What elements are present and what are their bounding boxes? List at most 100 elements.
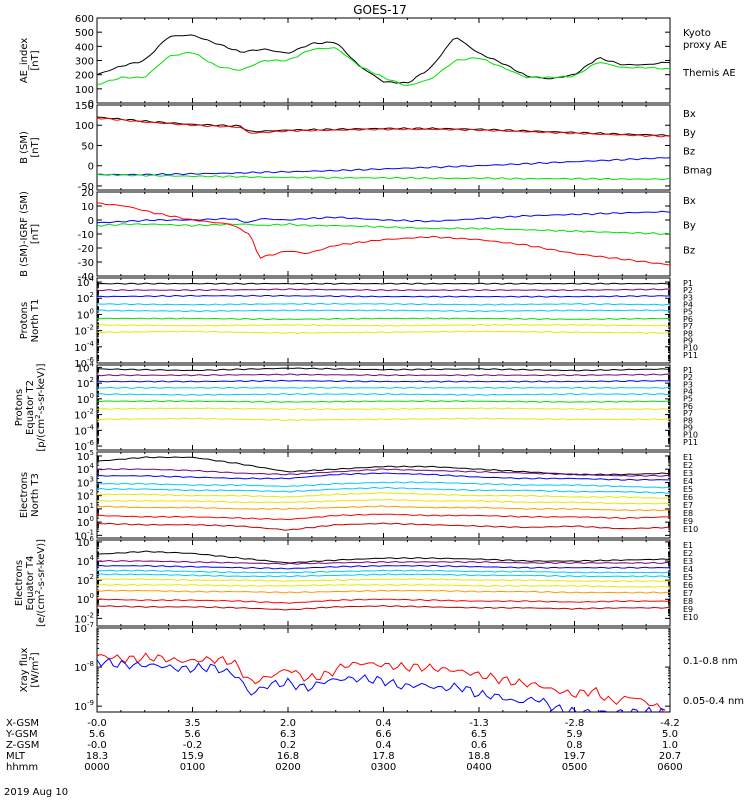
- series-line-e2: [97, 468, 670, 477]
- y-tick-label: 104: [77, 360, 95, 374]
- series-line-bz: [97, 202, 670, 266]
- y-tick-label: 105: [77, 449, 94, 463]
- ephemeris-value: 18.3: [86, 751, 108, 762]
- legend-entry: P6: [683, 402, 693, 411]
- y-axis-label-line: Equator T2: [25, 380, 36, 435]
- ephemeris-row-label: MLT: [6, 751, 26, 762]
- ephemeris-value: 2.0: [280, 718, 296, 729]
- legend-entry: E7: [683, 501, 693, 510]
- series-line-e9: [97, 598, 670, 604]
- legend-entry: P1: [683, 366, 693, 375]
- y-axis-label: AE_index [nT]: [19, 38, 41, 84]
- series-line-e3: [97, 564, 670, 570]
- legend-entry: Bx: [683, 196, 696, 207]
- y-tick-label: 10: [81, 202, 94, 213]
- legend-entry: E4: [683, 477, 693, 486]
- legend-entry: E1: [683, 541, 693, 550]
- y-tick-label: 10-9: [74, 699, 94, 713]
- legend-entry: P8: [683, 329, 693, 338]
- y-tick-label: 100: [75, 85, 94, 96]
- series-line-e6: [97, 578, 670, 583]
- ephemeris-value: 6.3: [280, 729, 296, 740]
- ephemeris-value: 5.0: [662, 729, 678, 740]
- legend-entry: Kyoto proxy AE: [683, 28, 727, 51]
- legend: Bx By Bz: [683, 196, 696, 256]
- ephemeris-value: 0100: [180, 762, 205, 773]
- ephemeris-value: -0.0: [87, 718, 107, 729]
- ephemeris-value: 5.6: [89, 729, 105, 740]
- series-line-e1: [97, 550, 670, 564]
- legend-entry: E9: [683, 605, 693, 614]
- ephemeris-value: -0.2: [183, 740, 203, 751]
- y-axis-label-line: AE_index: [19, 38, 30, 84]
- legend-entry: E10: [683, 525, 698, 534]
- y-tick-label: -10: [78, 230, 94, 241]
- ephemeris-value: 0200: [275, 762, 300, 773]
- legend-entry: E5: [683, 485, 693, 494]
- y-axis-label-line: [nT]: [30, 224, 41, 244]
- y-axis-label-line: [nT]: [30, 137, 41, 157]
- series-line-bz: [97, 117, 670, 138]
- legend-entry: Bz: [683, 147, 695, 158]
- series-line-e3: [97, 472, 670, 481]
- y-tick-label: 10-2: [74, 324, 94, 338]
- series-line-e10: [97, 604, 670, 611]
- y-axis-label-line: [W/m2]: [28, 652, 41, 687]
- legend-entry: P4: [683, 301, 693, 310]
- legend-entry: E9: [683, 517, 693, 526]
- series-line-p3: [97, 379, 670, 383]
- y-tick-label: 20: [81, 188, 94, 199]
- series-group: [97, 116, 670, 181]
- y-tick-label: 10-8: [74, 660, 94, 674]
- y-tick-label: 0: [88, 162, 94, 173]
- y-axis-label-line: Electrons: [14, 560, 25, 606]
- series-line-themis-ae: [97, 34, 670, 84]
- ephemeris-value: 0.4: [376, 740, 392, 751]
- series-line-p7: [97, 407, 670, 411]
- ephemeris-value: 15.9: [181, 751, 203, 762]
- ephemeris-row-label: hhmm: [6, 762, 38, 773]
- ephemeris-value: 6.6: [376, 729, 392, 740]
- series-line-e8: [97, 589, 670, 594]
- ephemeris-value: 16.8: [277, 751, 299, 762]
- series-line-p4: [97, 302, 670, 306]
- y-axis-label: Protons Equator T2[p/(cm2-s-sr-keV)]: [14, 363, 47, 451]
- series-line-p1: [97, 367, 670, 372]
- series-line-p7: [97, 323, 670, 327]
- legend-entry: E3: [683, 557, 693, 566]
- ephemeris-value: 0600: [657, 762, 682, 773]
- y-tick-label: 500: [75, 28, 94, 39]
- series-line-p5: [97, 309, 670, 313]
- y-tick-label: 103: [77, 475, 94, 489]
- y-tick-label: 0: [88, 216, 94, 227]
- ephemeris-value: 1.0: [662, 740, 678, 751]
- legend-entry: P3: [683, 293, 693, 302]
- legend-entry: E1: [683, 453, 693, 462]
- figure-title: GOES-17: [353, 3, 407, 17]
- y-axis-label: Protons North T1: [19, 299, 41, 343]
- y-tick-label: 400: [75, 42, 94, 53]
- legend-entry: P1: [683, 279, 693, 288]
- date-label: 2019 Aug 10: [4, 787, 68, 798]
- legend-entry: P4: [683, 388, 693, 397]
- panel-bsm: 150 100 50 0 -50 B (SM) [nT] Bx By Bz Bmag: [19, 101, 712, 193]
- series-line-e6: [97, 492, 670, 499]
- y-axis-label: Xray flux [W/m2]: [19, 648, 41, 693]
- legend-entry: P5: [683, 308, 693, 317]
- legend-entry: P10: [683, 344, 698, 353]
- series-group: [97, 202, 670, 266]
- y-tick-label: 200: [75, 71, 94, 82]
- legend: 0.1-0.8 nm 0.05-0.4 nm: [683, 656, 744, 707]
- series-line-p8: [97, 330, 670, 335]
- y-tick-label: 106: [77, 535, 95, 549]
- series-line-e5: [97, 486, 670, 494]
- series-group: [97, 652, 666, 712]
- legend-entry: E8: [683, 597, 693, 606]
- y-tick-label: 50: [81, 141, 94, 152]
- legend-entry: P10: [683, 431, 698, 440]
